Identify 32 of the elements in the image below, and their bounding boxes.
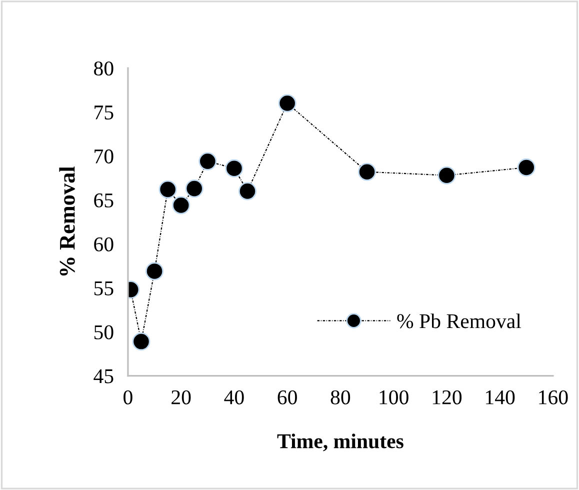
point <box>132 332 150 351</box>
point <box>158 180 177 198</box>
y-tick-label: 60 <box>94 237 114 252</box>
y-tick-label: 45 <box>94 369 114 384</box>
y-axis-title: % Removal <box>59 166 75 276</box>
point <box>238 182 257 200</box>
point <box>225 159 244 178</box>
point <box>358 162 376 181</box>
y-tick-label: 70 <box>94 149 114 164</box>
x-tick-label: 120 <box>432 390 462 404</box>
point <box>185 180 204 198</box>
y-tick-label: 55 <box>94 281 114 296</box>
point <box>172 196 190 214</box>
y-tick-label: 75 <box>94 106 114 120</box>
x-tick-label: 40 <box>224 390 244 404</box>
point <box>517 158 536 176</box>
y-tick-label: 80 <box>94 61 114 76</box>
x-tick-label: 20 <box>172 390 191 404</box>
x-tick-label: 60 <box>278 390 297 404</box>
point <box>145 262 164 280</box>
y-tick-label: 50 <box>94 325 114 340</box>
point <box>438 166 456 184</box>
x-tick-label: 140 <box>486 390 515 404</box>
x-tick-label: 100 <box>380 390 408 404</box>
x-tick-label: 0 <box>124 390 132 404</box>
y-tick-label: 65 <box>94 193 114 208</box>
x-tick-label: 80 <box>330 390 350 404</box>
point <box>198 152 217 170</box>
x-axis-title: Time, minutes <box>277 434 404 452</box>
x-tick-label: 160 <box>539 390 568 404</box>
legend-label: % Pb Removal <box>397 314 522 328</box>
point <box>278 94 296 112</box>
